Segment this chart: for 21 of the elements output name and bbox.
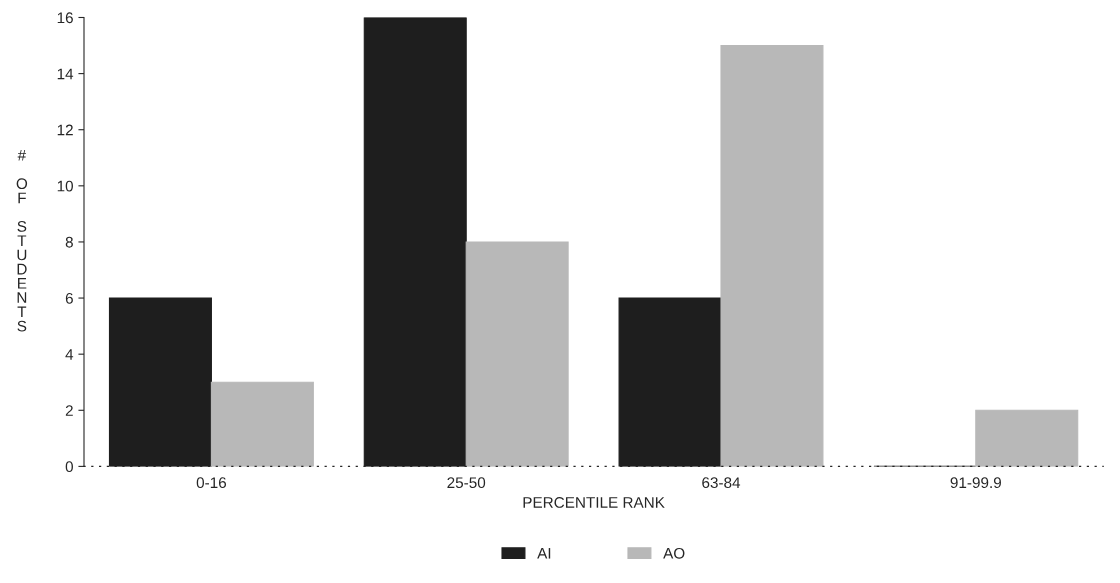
legend-label: AI xyxy=(537,548,551,559)
bar xyxy=(465,241,569,467)
y-tick-label: 4 xyxy=(65,349,74,360)
legend-label: AO xyxy=(663,547,685,559)
x-tick-label: 0-16 xyxy=(196,477,227,489)
y-tick-label: 0 xyxy=(65,461,73,473)
y-tick-label: 8 xyxy=(65,236,73,248)
bar xyxy=(720,44,824,467)
y-tick-label: 16 xyxy=(57,12,73,24)
bar xyxy=(975,409,1079,467)
x-tick-label: 63-84 xyxy=(702,477,741,489)
y-tick-label: 2 xyxy=(65,405,73,416)
y-tick-label: 10 xyxy=(57,180,73,192)
text: # OF STUDENTS xyxy=(16,149,28,332)
y-tick-label: 12 xyxy=(57,124,73,136)
x-axis-title: PERCENTILE RANK xyxy=(523,497,665,508)
y-tick-label: 14 xyxy=(57,68,74,80)
x-tick-label: 25-50 xyxy=(447,477,486,489)
y-tick-label: 6 xyxy=(65,292,73,304)
x-tick-label: 91-99.9 xyxy=(950,477,1001,489)
bar xyxy=(210,381,314,467)
